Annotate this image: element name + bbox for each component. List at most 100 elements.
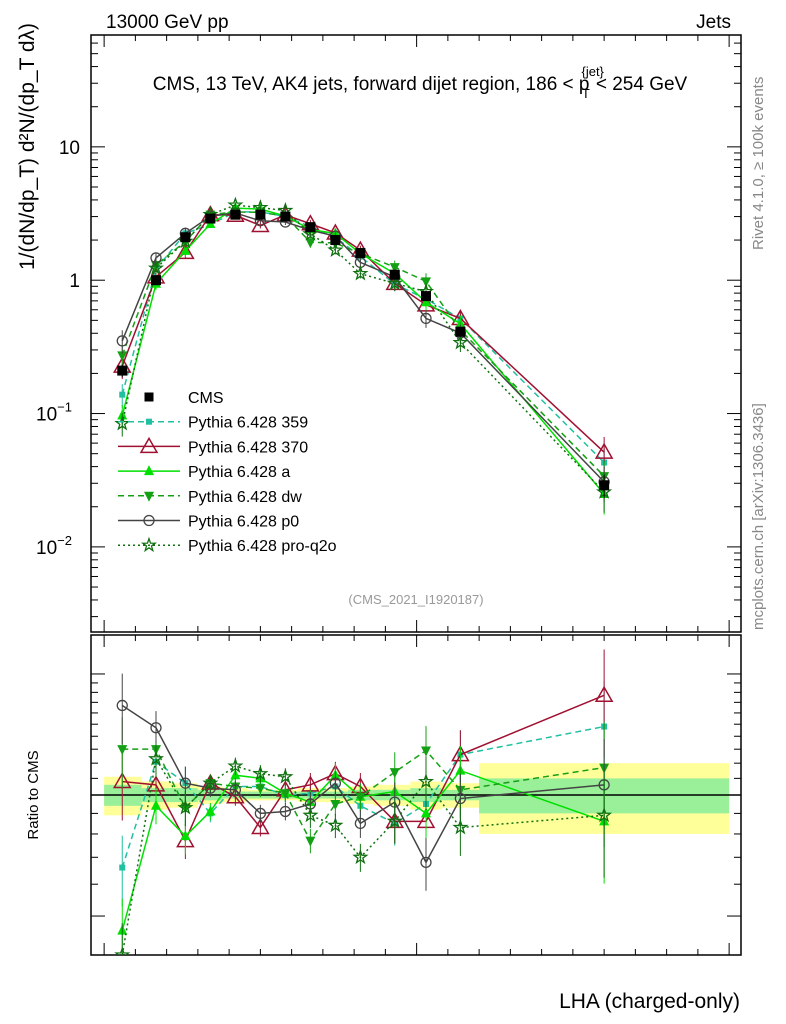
cms-data-point	[180, 232, 191, 243]
ratio-data-point	[226, 787, 245, 804]
ratio-series-line-5	[121, 756, 605, 955]
legend-label: Pythia 6.428 p0	[188, 514, 299, 531]
ratio-data-point	[352, 848, 369, 865]
data-point	[327, 241, 344, 258]
legend-label: Pythia 6.428 a	[188, 464, 290, 481]
data-point	[389, 263, 400, 274]
ratio-data-point	[202, 774, 219, 791]
cms-data-point	[599, 480, 610, 491]
x-axis-label: LHA (charged-only)	[559, 990, 740, 1013]
ratio-data-point	[596, 806, 613, 823]
ratio-data-point	[355, 792, 366, 803]
data-point	[117, 351, 128, 362]
ratio-data-point	[252, 765, 269, 781]
y-tick-label: 1	[69, 271, 80, 292]
cms-data-point	[117, 365, 128, 376]
ratio-data-point	[227, 757, 244, 774]
cms-data-point	[255, 209, 266, 220]
ratio-data-point	[205, 805, 216, 816]
ratio-data-point	[179, 777, 192, 789]
ratio-data-point	[229, 784, 242, 796]
mcplots-label: mcplots.cern.ch [arXiv:1306.3436]	[750, 403, 767, 630]
legend-marker	[144, 491, 154, 502]
ratio-data-point	[305, 836, 316, 847]
legend-marker	[146, 418, 152, 425]
cms-data-point	[205, 213, 216, 224]
legend-item: Pythia 6.428 359	[118, 415, 308, 432]
cms-data-point	[151, 275, 161, 286]
process-label: Jets	[696, 12, 731, 33]
ratio-data-point	[329, 777, 342, 789]
y-tick-label: 10−2	[36, 533, 72, 559]
cms-data-point	[389, 269, 400, 280]
y-tick-exponent: −1	[57, 400, 72, 415]
ratio-data-point	[452, 819, 469, 835]
analysis-id: (CMS_2021_I1920187)	[348, 592, 483, 607]
cms-data-point	[355, 247, 366, 258]
cms-data-point	[305, 222, 316, 233]
ratio-data-point	[150, 722, 162, 734]
ratio-data-point	[177, 799, 194, 815]
ratio-data-point	[151, 799, 161, 810]
ratio-data-point	[147, 750, 165, 766]
ratio-data-point	[420, 856, 432, 868]
legend-item: Pythia 6.428 p0	[118, 514, 299, 531]
data-point	[119, 391, 126, 398]
chart-title: CMS, 13 TeV, AK4 jets, forward dijet reg…	[153, 64, 688, 101]
ratio-data-point	[386, 812, 403, 829]
cms-data-point	[280, 211, 291, 222]
title-end: < 254 GeV	[596, 74, 688, 95]
ratio-data-point	[119, 864, 126, 871]
legend-label: Pythia 6.428 359	[188, 415, 308, 432]
ratio-data-point	[180, 830, 191, 841]
legend-item: Pythia 6.428 370	[118, 436, 308, 456]
ratio-data-point	[330, 799, 341, 810]
ratio-data-point	[254, 807, 267, 820]
legend-marker	[139, 436, 159, 454]
y-tick-base: 10	[59, 138, 80, 159]
ratio-data-point	[417, 773, 435, 789]
y-tick-base: 10	[36, 405, 57, 426]
ratio-data-point	[280, 789, 291, 800]
data-point	[452, 334, 469, 350]
y-tick-label: 10	[59, 138, 80, 159]
ratio-series-line-0	[121, 725, 605, 868]
y-tick-label: 10−1	[36, 400, 72, 426]
y-tick-base: 1	[69, 271, 80, 292]
cms-data-point	[455, 326, 466, 337]
data-point	[421, 277, 431, 288]
data-point	[421, 296, 431, 307]
rivet-version-label: Rivet 4.1.0, ≥ 100k events	[750, 77, 767, 250]
ratio-data-point	[255, 784, 266, 795]
ratio-data-point	[117, 745, 128, 756]
data-point	[352, 265, 369, 281]
legend-label: CMS	[188, 390, 224, 407]
data-point	[305, 238, 316, 249]
ratio-data-point	[302, 806, 319, 823]
data-point	[420, 312, 432, 325]
ratio-data-point	[251, 818, 270, 835]
ratio-data-point	[279, 805, 292, 818]
cms-data-point	[330, 235, 341, 246]
energy-label: 13000 GeV pp	[106, 12, 229, 33]
title-main: CMS, 13 TeV, AK4 jets, forward dijet reg…	[153, 74, 590, 95]
data-point	[116, 335, 128, 347]
data-point	[176, 242, 195, 260]
legend-item: Pythia 6.428 pro-q2o	[118, 536, 337, 555]
data-point	[594, 442, 614, 459]
ratio-series-line-2	[121, 769, 605, 931]
data-point	[180, 244, 191, 255]
legend-label: Pythia 6.428 dw	[188, 489, 302, 506]
y-tick-exponent: −2	[57, 533, 72, 548]
legend-item: Pythia 6.428 a	[118, 464, 290, 481]
cms-data-point	[230, 209, 241, 220]
y-axis-label: 1/(dN/dp_T) d²N/(dp_T dλ)	[16, 23, 39, 270]
ratio-data-point	[116, 699, 128, 712]
data-point	[386, 274, 403, 291]
ratio-data-point	[114, 946, 131, 955]
legend-label: Pythia 6.428 370	[188, 439, 308, 456]
data-point	[114, 415, 131, 431]
legend-marker	[144, 392, 154, 402]
data-point	[227, 196, 244, 213]
ratio-data-point	[354, 817, 367, 830]
